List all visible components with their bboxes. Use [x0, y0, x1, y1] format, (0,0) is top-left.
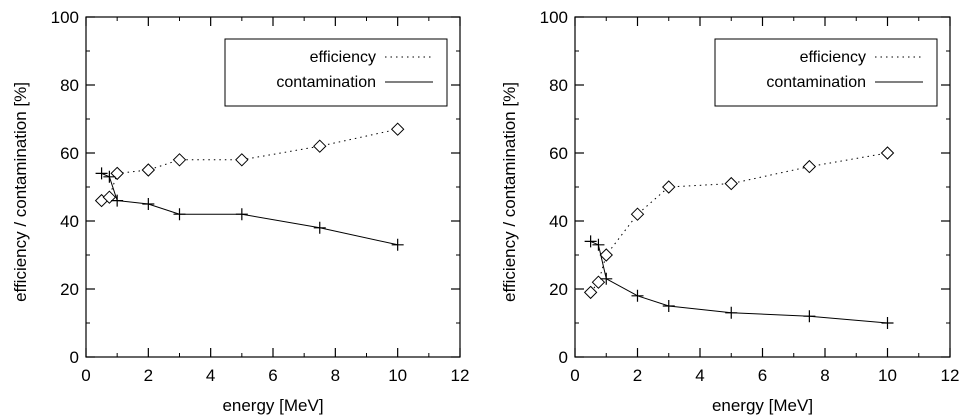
x-tick-label: 6 [758, 366, 767, 385]
y-axis-label: efficiency / contamination [%] [11, 82, 30, 302]
y-tick-label: 60 [60, 144, 79, 163]
chart-2: 0 2 4 6 8 10 12 0 20 40 60 80 100 energy [MeV] efficie… [500, 8, 959, 415]
y-tick-label: 40 [549, 212, 568, 231]
x-tick-label: 12 [941, 366, 960, 385]
legend-box [714, 38, 938, 107]
contamination-point [391, 238, 404, 251]
y-tick-label: 0 [70, 348, 79, 367]
legend: efficiency contamination [714, 38, 938, 107]
x-tick-label: 0 [81, 366, 90, 385]
contamination-line [101, 172, 398, 246]
x-tick-label: 0 [570, 366, 579, 385]
x-tick-label: 2 [633, 366, 642, 385]
contamination-point [111, 194, 124, 207]
y-tick-label: 100 [540, 8, 568, 27]
efficiency-point [662, 180, 676, 194]
x-tick-label: 10 [878, 366, 897, 385]
y-tick-label: 80 [60, 76, 79, 95]
series-efficiency [94, 122, 405, 208]
contamination-point [600, 272, 613, 285]
x-axis-label: energy [MeV] [222, 396, 323, 415]
series-contamination [584, 235, 894, 329]
y-tick-label: 0 [559, 348, 568, 367]
contamination-point [662, 300, 675, 312]
legend: efficiency contamination [224, 38, 448, 107]
efficiency-point [313, 139, 327, 153]
contamination-point [881, 317, 894, 329]
contamination-point [803, 310, 816, 323]
efficiency-line [590, 152, 888, 293]
efficiency-point [141, 163, 156, 177]
x-tick-label: 4 [206, 366, 215, 385]
contamination-point [313, 221, 326, 234]
y-tick-label: 60 [549, 144, 568, 163]
legend-label-efficiency: efficiency [310, 49, 376, 66]
efficiency-point [235, 153, 249, 167]
legend-label-efficiency: efficiency [800, 49, 866, 66]
chart-1: 0 2 4 6 8 10 12 0 20 40 60 80 100 energy [MeV] efficie… [11, 8, 469, 415]
efficiency-point [591, 275, 606, 289]
contamination-point [95, 167, 108, 180]
y-tick-label: 20 [60, 280, 79, 299]
legend-box [224, 38, 448, 107]
contamination-point [725, 306, 738, 319]
y-tick-label: 100 [51, 8, 79, 27]
series-efficiency [583, 146, 895, 300]
contamination-point [584, 235, 597, 248]
contamination-point [173, 208, 186, 221]
y-tick-label: 20 [549, 280, 568, 299]
legend-label-contamination: contamination [276, 74, 376, 91]
y-tick-label: 40 [60, 212, 79, 231]
efficiency-point [599, 248, 613, 262]
x-tick-label: 6 [268, 366, 277, 385]
x-tick-label: 12 [451, 366, 470, 385]
x-tick-label: 10 [388, 366, 407, 385]
x-tick-label: 8 [820, 366, 829, 385]
y-axis-label: efficiency / contamination [%] [500, 82, 519, 302]
contamination-point [103, 170, 116, 183]
y-tick-label: 80 [549, 76, 568, 95]
efficiency-point [802, 159, 817, 174]
contamination-point [235, 208, 248, 221]
efficiency-point [630, 207, 645, 221]
x-tick-label: 8 [331, 366, 340, 385]
series-contamination [95, 167, 404, 251]
contamination-line [590, 240, 888, 324]
efficiency-point [390, 122, 405, 136]
efficiency-point [583, 285, 598, 300]
x-tick-label: 2 [144, 366, 153, 385]
legend-label-contamination: contamination [766, 74, 866, 91]
efficiency-point [172, 153, 187, 167]
efficiency-point [724, 176, 738, 191]
efficiency-point [880, 146, 895, 160]
x-tick-label: 4 [695, 366, 704, 385]
contamination-point [631, 289, 644, 302]
efficiency-point [110, 166, 124, 181]
efficiency-line [101, 128, 398, 202]
x-axis-label: energy [MeV] [712, 396, 813, 415]
contamination-point [142, 198, 155, 210]
contamination-point [592, 238, 605, 251]
